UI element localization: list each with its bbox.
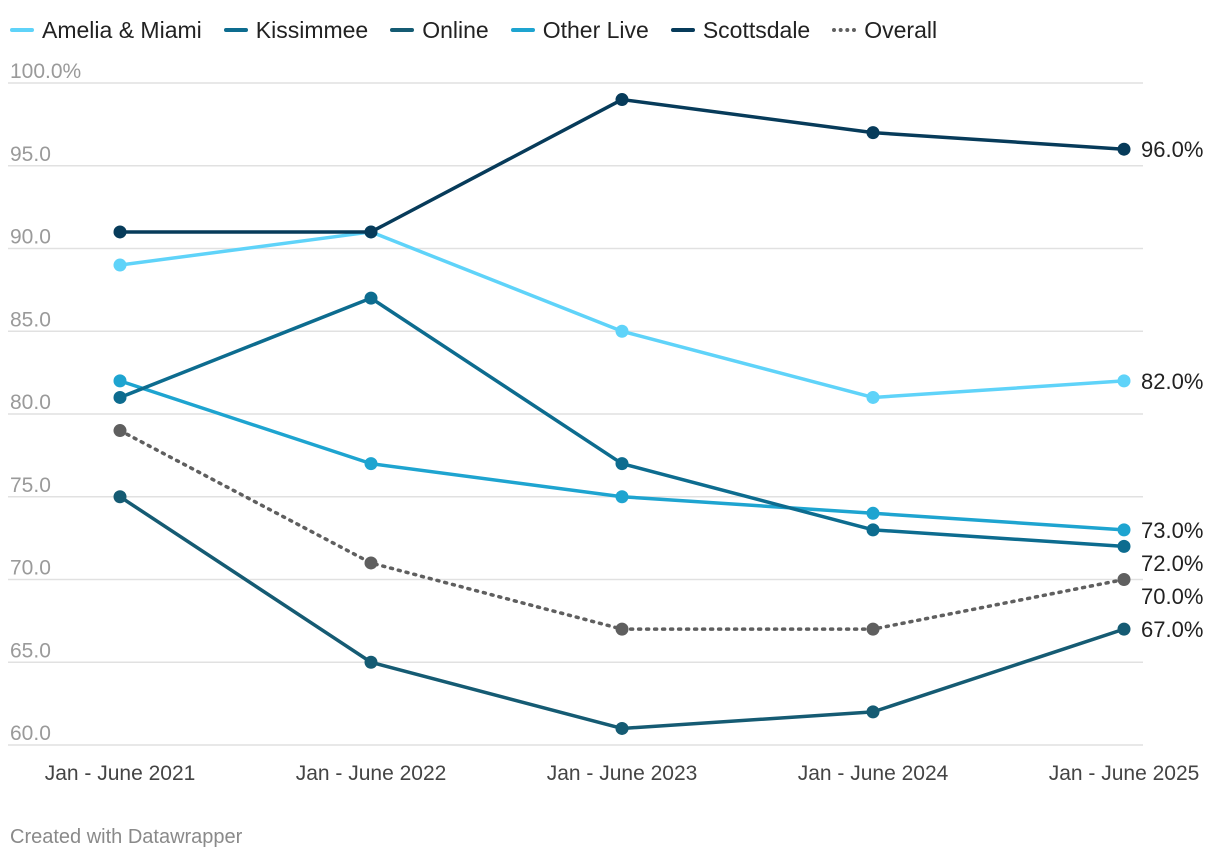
legend-label: Scottsdale <box>702 16 811 43</box>
legend-label: Amelia & Miami <box>42 16 202 43</box>
data-point-amelia-miami <box>1117 374 1131 388</box>
x-tick-label: Jan - June 2023 <box>547 762 698 785</box>
y-tick-label: 65.0 <box>10 639 51 662</box>
end-label-online: 67.0% <box>1141 617 1203 642</box>
data-point-online <box>364 655 378 669</box>
data-point-kissimmee <box>113 390 127 404</box>
series-line-online <box>118 495 1126 731</box>
legend-item-online: Online <box>390 16 489 44</box>
legend-item-scottsdale: Scottsdale <box>670 16 811 44</box>
data-point-kissimmee <box>1117 539 1131 553</box>
end-label-scottsdale: 96.0% <box>1141 137 1203 162</box>
data-point-scottsdale <box>113 225 127 239</box>
data-point-scottsdale <box>615 93 629 107</box>
x-tick-label: Jan - June 2025 <box>1049 762 1200 785</box>
legend-item-amelia-miami: Amelia & Miami <box>10 17 202 44</box>
series-line-other-live <box>118 379 1126 532</box>
data-point-amelia-miami <box>615 324 629 338</box>
x-tick-label: Jan - June 2024 <box>798 762 949 785</box>
legend-swatch <box>510 28 535 32</box>
data-point-other-live <box>1117 523 1131 537</box>
y-tick-label: 90.0 <box>10 226 51 249</box>
data-point-other-live <box>113 374 127 388</box>
legend-swatch <box>223 28 248 32</box>
legend-swatch <box>670 28 695 32</box>
y-tick-label: 70.0 <box>10 557 51 580</box>
y-tick-label: 60.0 <box>10 722 51 745</box>
legend-swatch <box>390 28 415 32</box>
data-point-overall <box>615 622 629 636</box>
data-point-scottsdale <box>866 126 880 140</box>
data-point-kissimmee <box>866 523 880 537</box>
y-tick-label: 75.0 <box>10 474 51 497</box>
data-point-amelia-miami <box>866 390 880 404</box>
y-tick-label: 80.0 <box>10 391 51 414</box>
end-label-kissimmee: 72.0% <box>1141 551 1203 576</box>
data-point-other-live <box>866 506 880 520</box>
legend-item-other-live: Other Live <box>510 16 649 44</box>
data-point-online <box>113 490 127 504</box>
data-point-kissimmee <box>364 291 378 305</box>
legend-swatch <box>832 28 857 32</box>
data-point-other-live <box>615 490 629 504</box>
footer-credit: Created with Datawrapper <box>10 826 243 848</box>
y-tick-label: 95.0 <box>10 143 51 166</box>
data-point-overall <box>113 424 127 438</box>
chart-legend: Amelia & Miami Kissimmee Online Other Live S… <box>10 14 937 46</box>
data-point-scottsdale <box>364 225 378 239</box>
data-point-overall <box>866 622 880 636</box>
y-tick-label: 85.0 <box>10 308 51 331</box>
legend-swatch <box>10 28 34 32</box>
end-label-other-live: 73.0% <box>1141 518 1203 543</box>
data-point-overall <box>364 556 378 570</box>
legend-label: Overall <box>864 16 938 43</box>
data-point-kissimmee <box>615 457 629 471</box>
data-point-scottsdale <box>1117 142 1131 156</box>
end-label-amelia-miami: 82.0% <box>1141 369 1203 394</box>
data-point-overall <box>1117 573 1131 586</box>
legend-item-kissimmee: Kissimmee <box>223 16 369 44</box>
y-tick-label: 100.0% <box>10 60 81 83</box>
data-point-online <box>866 705 880 719</box>
data-point-amelia-miami <box>113 258 127 272</box>
series-line-amelia-miami <box>118 230 1126 400</box>
data-point-online <box>1117 622 1131 636</box>
end-label-overall: 70.0% <box>1141 584 1203 609</box>
legend-label: Other Live <box>542 16 649 43</box>
legend-label: Kissimmee <box>255 16 369 43</box>
data-point-online <box>615 721 629 735</box>
legend-label: Online <box>422 16 489 43</box>
data-point-other-live <box>364 457 378 471</box>
x-tick-label: Jan - June 2021 <box>45 762 196 785</box>
x-tick-label: Jan - June 2022 <box>296 762 447 785</box>
legend-item-overall: Overall <box>832 17 937 44</box>
